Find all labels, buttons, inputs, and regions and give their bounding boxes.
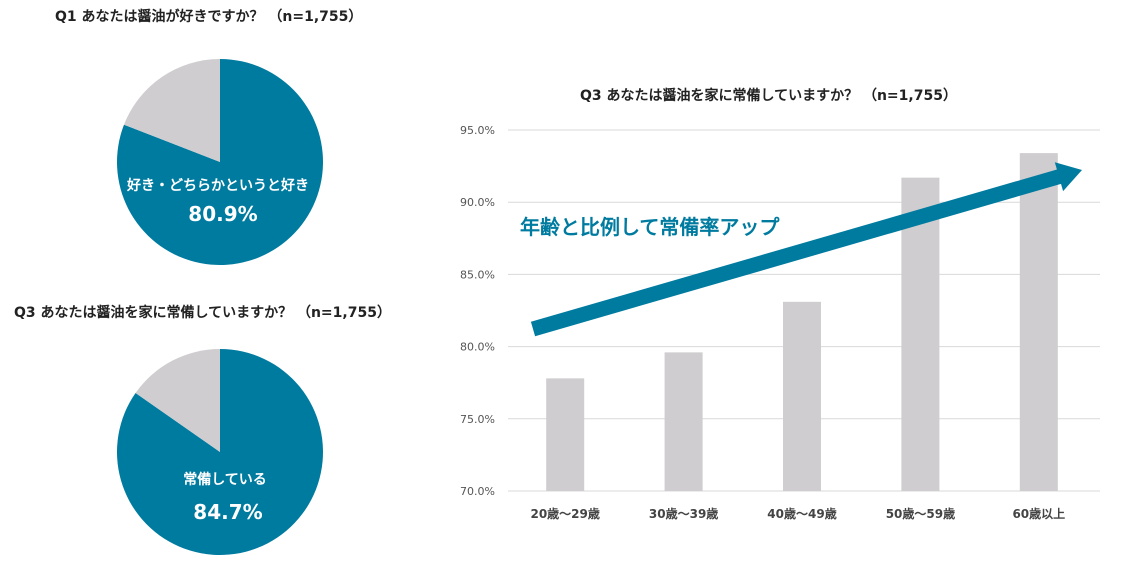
pie1-slice-value: 80.9% — [188, 202, 257, 226]
pie1-slice-like — [117, 59, 324, 265]
pie1-slice-label: 好き・どちらかというと好き — [126, 177, 309, 194]
x-category-label: 40歳～49歳 — [767, 506, 836, 521]
trend-arrow — [530, 162, 1082, 337]
y-tick-label: 80.0% — [460, 341, 495, 354]
pie2-slice-value: 84.7% — [193, 500, 262, 524]
y-tick-label: 90.0% — [460, 196, 495, 209]
bar — [783, 301, 821, 491]
x-category-label: 60歳以上 — [1012, 506, 1065, 521]
bar — [546, 378, 585, 491]
bar — [664, 352, 703, 491]
bar — [901, 177, 940, 492]
bar — [1019, 153, 1058, 491]
pie1-slice-other — [124, 59, 220, 162]
pie2-title: Q3 あなたは醤油を家に常備していますか？ （n=1,755） — [14, 305, 391, 321]
pie1-title: Q1 あなたは醤油が好きですか？ （n=1,755） — [55, 9, 363, 25]
bar-bars — [546, 153, 1058, 492]
pie1-chart: 好き・どちらかというと好き 80.9% — [117, 59, 324, 265]
bar-y-ticks: 95.0% 90.0% 85.0% 80.0% 75.0% 70.0% — [460, 124, 495, 498]
y-tick-label: 85.0% — [460, 268, 495, 281]
y-tick-label: 95.0% — [460, 124, 495, 137]
x-category-label: 30歳～39歳 — [649, 506, 718, 521]
bar-chart-title: Q3 あなたは醤油を家に常備していますか？ （n=1,755） — [580, 88, 957, 104]
pie2-slice-other — [135, 349, 220, 452]
bar-x-labels: 20歳～29歳 30歳～39歳 40歳～49歳 50歳～59歳 60歳以上 — [530, 506, 1065, 521]
pie2-slice-label: 常備している — [183, 471, 267, 488]
x-category-label: 50歳～59歳 — [886, 506, 955, 521]
x-category-label: 20歳～29歳 — [530, 506, 599, 521]
trend-annotation: 年齢と比例して常備率アップ — [520, 215, 780, 239]
y-tick-label: 75.0% — [460, 413, 495, 426]
y-tick-label: 70.0% — [460, 485, 495, 498]
pie2-chart: 常備している 84.7% — [116, 349, 323, 555]
pie2-slice-stock — [116, 349, 323, 555]
